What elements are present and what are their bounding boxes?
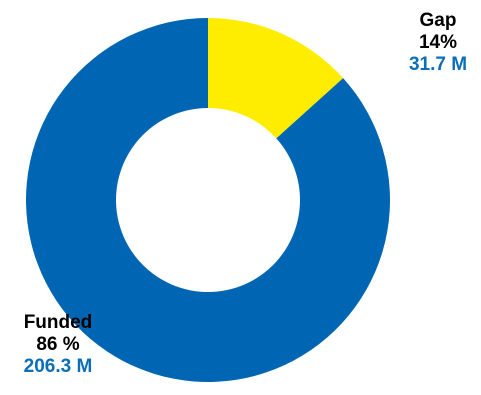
gap-value: 31.7 M xyxy=(395,54,481,76)
funded-value: 206.3 M xyxy=(2,356,114,378)
gap-percent: 14% xyxy=(395,32,481,54)
gap-name: Gap xyxy=(395,10,481,32)
funded-name: Funded xyxy=(2,312,114,334)
gap-label: Gap 14% 31.7 M xyxy=(395,10,481,76)
funded-label: Funded 86 % 206.3 M xyxy=(2,312,114,378)
funded-percent: 86 % xyxy=(2,334,114,356)
